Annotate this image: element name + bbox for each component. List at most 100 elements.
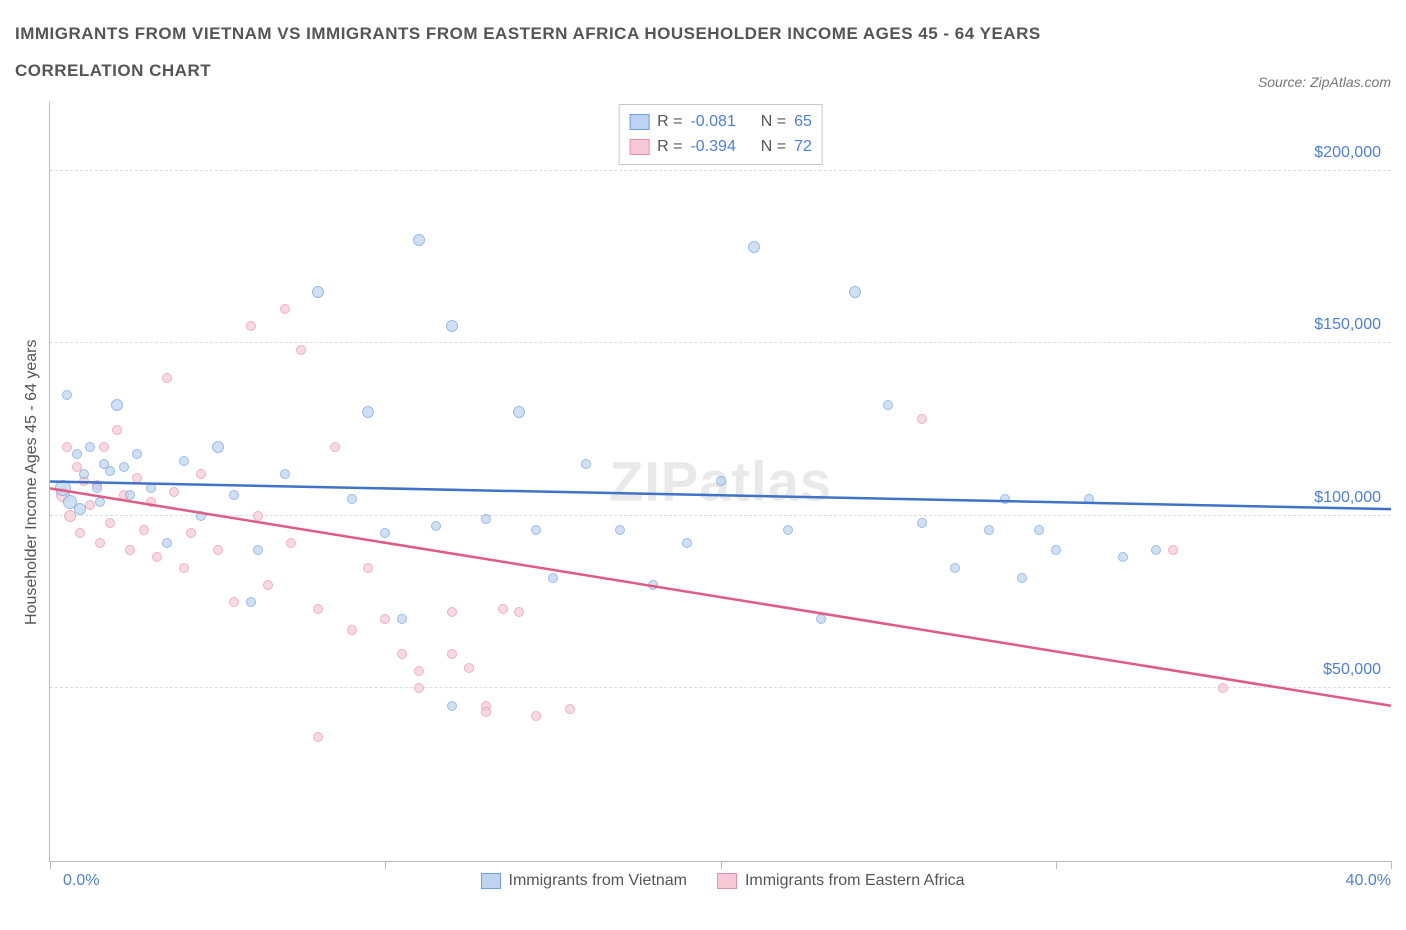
data-point-pink	[330, 442, 340, 452]
x-tick	[1391, 861, 1392, 869]
data-point-pink	[481, 707, 491, 717]
scatter-plot-area: ZIPatlas R = -0.081 N = 65 R = -0.394 N …	[49, 102, 1391, 862]
data-point-pink	[196, 469, 206, 479]
data-point-blue	[1051, 545, 1061, 555]
gridline	[50, 170, 1391, 171]
correlation-legend: R = -0.081 N = 65 R = -0.394 N = 72	[618, 104, 823, 165]
data-point-blue	[1034, 525, 1044, 535]
data-point-pink	[565, 704, 575, 714]
data-point-pink	[152, 552, 162, 562]
data-point-pink	[313, 604, 323, 614]
data-point-blue	[950, 563, 960, 573]
gridline	[50, 342, 1391, 343]
data-point-pink	[286, 538, 296, 548]
data-point-blue	[513, 406, 525, 418]
data-point-pink	[313, 732, 323, 742]
y-tick-label: $200,000	[1314, 144, 1381, 162]
data-point-blue	[105, 466, 115, 476]
data-point-pink	[380, 614, 390, 624]
data-point-blue	[196, 511, 206, 521]
data-point-pink	[125, 545, 135, 555]
legend-swatch-blue	[629, 114, 649, 130]
data-point-pink	[186, 528, 196, 538]
data-point-blue	[62, 390, 72, 400]
data-point-blue	[55, 480, 71, 496]
data-point-pink	[169, 487, 179, 497]
data-point-pink	[146, 497, 156, 507]
chart-title-line-2: CORRELATION CHART	[15, 52, 1041, 89]
data-point-blue	[447, 701, 457, 711]
data-point-blue	[984, 525, 994, 535]
data-point-pink	[75, 528, 85, 538]
source-attribution: Source: ZipAtlas.com	[1258, 74, 1391, 90]
data-point-pink	[447, 607, 457, 617]
data-point-blue	[481, 514, 491, 524]
data-point-blue	[397, 614, 407, 624]
data-point-pink	[112, 425, 122, 435]
data-point-blue	[1084, 494, 1094, 504]
data-point-pink	[296, 345, 306, 355]
data-point-blue	[146, 483, 156, 493]
gridline	[50, 687, 1391, 688]
data-point-pink	[99, 442, 109, 452]
data-point-blue	[132, 449, 142, 459]
data-point-blue	[380, 528, 390, 538]
data-point-blue	[1118, 552, 1128, 562]
data-point-blue	[362, 406, 374, 418]
data-point-blue	[615, 525, 625, 535]
data-point-blue	[92, 483, 102, 493]
data-point-blue	[1017, 573, 1027, 583]
data-point-pink	[62, 442, 72, 452]
data-point-pink	[229, 597, 239, 607]
data-point-blue	[179, 456, 189, 466]
x-tick	[1056, 861, 1057, 869]
data-point-blue	[125, 490, 135, 500]
data-point-pink	[105, 518, 115, 528]
data-point-blue	[95, 497, 105, 507]
legend-swatch-pink	[629, 139, 649, 155]
data-point-pink	[213, 545, 223, 555]
data-point-pink	[280, 304, 290, 314]
data-point-blue	[883, 400, 893, 410]
data-point-blue	[1151, 545, 1161, 555]
data-point-pink	[1218, 683, 1228, 693]
data-point-pink	[85, 500, 95, 510]
data-point-blue	[413, 234, 425, 246]
data-point-pink	[347, 625, 357, 635]
data-point-blue	[446, 320, 458, 332]
data-point-blue	[849, 286, 861, 298]
data-point-blue	[111, 399, 123, 411]
legend-swatch-blue	[481, 873, 501, 889]
data-point-pink	[414, 683, 424, 693]
data-point-blue	[347, 494, 357, 504]
data-point-blue	[531, 525, 541, 535]
data-point-pink	[531, 711, 541, 721]
x-tick	[385, 861, 386, 869]
data-point-blue	[431, 521, 441, 531]
data-point-blue	[212, 441, 224, 453]
data-point-blue	[162, 538, 172, 548]
data-point-pink	[95, 538, 105, 548]
data-point-pink	[162, 373, 172, 383]
data-point-blue	[917, 518, 927, 528]
data-point-pink	[514, 607, 524, 617]
data-point-blue	[581, 459, 591, 469]
data-point-blue	[119, 462, 129, 472]
data-point-blue	[79, 469, 89, 479]
gridline	[50, 515, 1391, 516]
data-point-blue	[246, 597, 256, 607]
series-legend: Immigrants from Vietnam Immigrants from …	[481, 872, 965, 890]
data-point-blue	[74, 503, 86, 515]
data-point-pink	[397, 649, 407, 659]
data-point-pink	[363, 563, 373, 573]
y-tick-label: $100,000	[1314, 489, 1381, 507]
data-point-pink	[447, 649, 457, 659]
data-point-pink	[132, 473, 142, 483]
data-point-blue	[85, 442, 95, 452]
data-point-pink	[253, 511, 263, 521]
data-point-pink	[263, 580, 273, 590]
y-tick-label: $150,000	[1314, 316, 1381, 334]
data-point-blue	[312, 286, 324, 298]
data-point-pink	[179, 563, 189, 573]
data-point-blue	[72, 449, 82, 459]
